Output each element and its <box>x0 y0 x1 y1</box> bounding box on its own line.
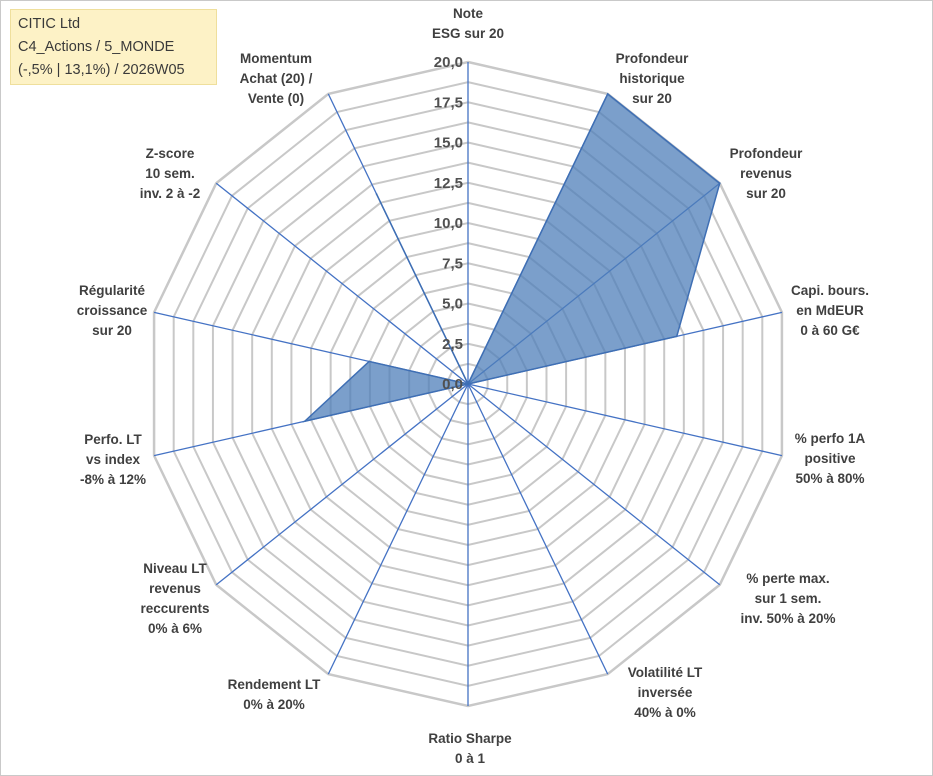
axis-label-line: 0% à 20% <box>243 697 305 712</box>
data-series <box>302 92 721 423</box>
axis-label-line: en MdEUR <box>796 303 864 318</box>
axis-label-line: 0 à 60 G€ <box>800 323 860 338</box>
axis-label-line: historique <box>619 71 685 86</box>
axis-label: Momentum Achat (20) / Vente (0) <box>240 51 313 106</box>
axis-label-line: inv. 2 à -2 <box>140 186 201 201</box>
data-point <box>606 93 609 95</box>
axis-label: Note ESG sur 20 <box>432 6 504 41</box>
tick-label: 17,5 <box>434 94 463 111</box>
axis-label-line: Achat (20) / <box>240 71 313 86</box>
axis-label-line: % perfo 1A <box>795 431 866 446</box>
axis-label-line: positive <box>804 451 856 466</box>
axis-label-line: sur 20 <box>92 323 132 338</box>
portfolio-name: C4_Actions / 5_MONDE <box>18 39 175 55</box>
axis-label-line: reccurents <box>140 601 209 616</box>
axis-labels: Note ESG sur 20 Profondeur historique sur 20… <box>77 6 869 766</box>
axis-spoke <box>327 383 469 675</box>
data-point <box>675 335 678 338</box>
title-box: CITIC Ltd C4_Actions / 5_MONDE (-,5% | 1… <box>10 9 217 85</box>
axis-label: Niveau LT revenus reccurents 0% à 6% <box>140 561 209 636</box>
company-name: CITIC Ltd <box>18 16 81 32</box>
axis-label: Z-score 10 sem. inv. 2 à -2 <box>140 146 201 201</box>
axis-label: Profondeur revenus sur 20 <box>730 146 803 201</box>
axis-label-line: Ratio Sharpe <box>428 731 512 746</box>
axis-label: % perte max. sur 1 sem. inv. 50% à 20% <box>740 571 835 626</box>
axis-label-line: Vente (0) <box>248 91 304 106</box>
axis-label-line: Profondeur <box>730 146 803 161</box>
tick-label: 5,0 <box>442 296 463 313</box>
axis-label: Profondeur historique sur 20 <box>616 51 689 106</box>
axis-spoke <box>467 383 609 675</box>
axis-label-line: Rendement LT <box>228 677 322 692</box>
axis-label-line: -8% à 12% <box>80 472 146 487</box>
tick-label: 0,0 <box>442 376 463 393</box>
data-point <box>467 383 469 385</box>
tick-label: 12,5 <box>434 175 463 192</box>
tick-labels: 0,0 2,5 5,0 7,5 10,0 12,5 15,0 17,5 20,0 <box>434 54 463 393</box>
data-point <box>375 193 378 195</box>
axis-spoke <box>467 383 721 586</box>
tick-label: 20,0 <box>434 54 463 71</box>
axis-label-line: Profondeur <box>616 51 689 66</box>
axis-label: % perfo 1A positive 50% à 80% <box>795 431 866 486</box>
axis-spoke <box>215 182 469 385</box>
axis-label-line: inv. 50% à 20% <box>740 611 835 626</box>
axis-label-line: 50% à 80% <box>795 471 864 486</box>
axis-label-line: inversée <box>638 685 693 700</box>
tick-label: 15,0 <box>434 135 463 152</box>
axis-label-line: vs index <box>86 452 141 467</box>
axis-label-line: 0% à 6% <box>148 621 202 636</box>
axis-label-line: revenus <box>740 166 792 181</box>
data-point <box>303 420 306 423</box>
tick-label: 2,5 <box>442 336 463 353</box>
axis-label: Capi. bours. en MdEUR 0 à 60 G€ <box>791 283 869 338</box>
axis-label-line: sur 1 sem. <box>755 591 822 606</box>
axis-label-line: Note <box>453 6 483 21</box>
axis-label-line: Régularité <box>79 283 146 298</box>
axis-label-line: Volatilité LT <box>628 665 703 680</box>
axis-label-line: Z-score <box>146 146 195 161</box>
axis-spoke <box>215 383 469 586</box>
axis-label-line: Perfo. LT <box>84 432 142 447</box>
axis-label-line: Capi. bours. <box>791 283 869 298</box>
data-area <box>302 92 721 423</box>
data-point <box>368 360 370 363</box>
axis-label-line: revenus <box>149 581 201 596</box>
tick-label: 7,5 <box>442 255 463 272</box>
axis-label: Ratio Sharpe 0 à 1 <box>428 731 512 766</box>
axis-label-line: ESG sur 20 <box>432 26 504 41</box>
axis-label: Régularité croissance sur 20 <box>77 283 148 338</box>
axis-label-line: Momentum <box>240 51 312 66</box>
axis-label-line: 0 à 1 <box>455 751 486 766</box>
axis-spoke <box>467 383 783 457</box>
performance-week: (-,5% | 13,1%) / 2026W05 <box>18 62 185 78</box>
axis-label-line: 10 sem. <box>145 166 195 181</box>
axis-label-line: 40% à 0% <box>634 705 696 720</box>
tick-label: 10,0 <box>434 215 463 232</box>
axis-label-line: sur 20 <box>746 186 786 201</box>
data-point <box>718 182 721 185</box>
axis-label-line: % perte max. <box>746 571 829 586</box>
axis-label-line: Niveau LT <box>143 561 207 576</box>
axis-label: Rendement LT 0% à 20% <box>228 677 322 712</box>
axis-label-line: croissance <box>77 303 148 318</box>
axis-label: Volatilité LT inversée 40% à 0% <box>628 665 703 720</box>
axis-label-line: sur 20 <box>632 91 672 106</box>
axis-label: Perfo. LT vs index -8% à 12% <box>80 432 146 487</box>
